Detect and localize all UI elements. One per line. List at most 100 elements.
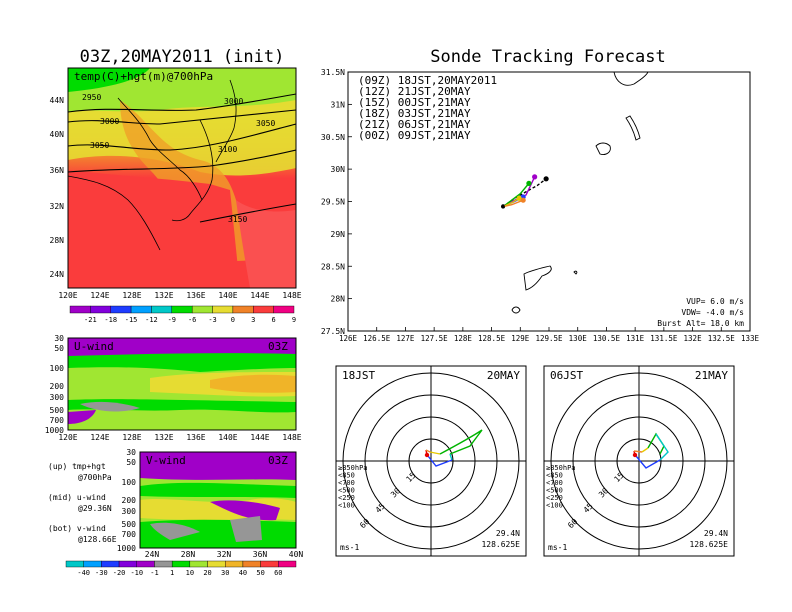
hodograph-level-label: <500 xyxy=(338,487,355,495)
track-legend: (09Z) 18JST,20MAY2011(12Z) 21JST,20MAY(1… xyxy=(358,74,497,142)
hodograph-surface-point xyxy=(424,452,430,458)
note-up-level: @700hPa xyxy=(78,473,112,482)
hodograph-plot xyxy=(544,366,734,556)
v-pressure-label: 500 xyxy=(122,520,137,529)
hodograph-trace xyxy=(633,450,643,453)
track-line xyxy=(502,178,547,208)
burst-alt-param: Burst Alt= 18.0 km xyxy=(657,319,744,328)
contour-label: 3050 xyxy=(90,141,109,150)
hodograph-units: ms-1 xyxy=(340,543,359,552)
wind-colorbar-swatch xyxy=(154,560,173,568)
note-bot-level: @128.66E xyxy=(78,535,117,544)
colorbar-swatch xyxy=(90,305,111,314)
map-lon-label: 132E xyxy=(154,291,173,300)
v-wind-time: 03Z xyxy=(268,454,288,467)
wind-colorbar-label: -20 xyxy=(113,569,126,577)
u-pressure-label: 1000 xyxy=(45,426,64,435)
track-lat-label: 28.5N xyxy=(321,262,345,271)
panel-notes: (up) tmp+hgt @700hPa (mid) u-wind @29.36… xyxy=(48,462,117,544)
u-wind-lon-labels: 120E 124E 128E 132E 136E 140E 144E 148E xyxy=(58,433,301,442)
colorbar-swatch xyxy=(130,305,152,314)
track-endpoint xyxy=(526,180,532,186)
track-lon-label: 132E xyxy=(684,334,703,343)
hodograph-level-label: <250 xyxy=(338,494,355,502)
hodograph-lon: 128.625E xyxy=(481,540,520,549)
v-pressure-label: 700 xyxy=(122,530,137,539)
wind-colorbar-swatch xyxy=(171,560,191,568)
track-lat-label: 30N xyxy=(331,165,346,174)
u-lon-label: 144E xyxy=(250,433,269,442)
track-endpoint xyxy=(520,197,526,203)
u-pressure-label: 500 xyxy=(50,406,65,415)
u-wind-time: 03Z xyxy=(268,340,288,353)
colorbar-swatch xyxy=(171,305,193,314)
wind-colorbar-label: -1 xyxy=(150,569,158,577)
track-lon-label: 129.5E xyxy=(535,334,563,343)
hodograph-level-label: <700 xyxy=(546,479,563,487)
v-lat-label: 28N xyxy=(181,550,196,559)
colorbar-swatch xyxy=(273,305,295,314)
hodograph-time: 18JST xyxy=(342,369,375,382)
wind-colorbar-label: 1 xyxy=(170,569,174,577)
colorbar-swatch xyxy=(110,305,132,314)
colorbar-label: -12 xyxy=(145,316,158,324)
wind-colorbar-swatch xyxy=(278,560,297,568)
hodograph-time: 06JST xyxy=(550,369,583,382)
colorbar-swatch xyxy=(191,305,213,314)
u-pressure-label: 300 xyxy=(50,393,65,402)
contour-label: 3000 xyxy=(100,117,119,126)
wind-colorbar-swatch xyxy=(83,560,102,568)
temperature-map-panel: temp(C)+hgt(m)@700hPa 2950 3000 3000 305… xyxy=(50,67,302,300)
wind-colorbar-label: 50 xyxy=(256,569,264,577)
map-lat-labels: 44N 40N 36N 32N 28N 24N xyxy=(50,96,65,279)
map-lon-label: 128E xyxy=(122,291,141,300)
colorbar-label: -18 xyxy=(104,316,117,324)
track-lat-labels: 31.5N 31N 30.5N 30N 29.5N 29N 28.5N 28N 27.5N xyxy=(321,68,352,336)
v-pressure-label: 300 xyxy=(122,507,137,516)
wind-colorbar-label: 20 xyxy=(203,569,211,577)
track-lon-label: 131.5E xyxy=(650,334,678,343)
colorbar-label: -3 xyxy=(208,316,216,324)
v-lat-label: 36N xyxy=(253,550,268,559)
left-title: 03Z,20MAY2011 (init) xyxy=(80,47,285,67)
map-lat-label: 28N xyxy=(50,236,65,245)
hodograph-level-label: ≥850hPa xyxy=(546,464,576,472)
hodograph-trace xyxy=(425,449,431,453)
track-legend-entry: (12Z) 21JST,20MAY xyxy=(358,85,471,98)
track-lon-label: 132.5E xyxy=(708,334,736,343)
contour-label: 3050 xyxy=(256,119,275,128)
track-legend-entry: (18Z) 03JST,21MAY xyxy=(358,107,471,120)
wind-colorbar-label: -40 xyxy=(77,569,90,577)
colorbar-swatch xyxy=(151,305,173,314)
u-lon-label: 120E xyxy=(58,433,77,442)
note-mid-level: @29.36N xyxy=(78,504,112,513)
track-series xyxy=(501,174,549,209)
map-lat-label: 32N xyxy=(50,202,65,211)
map-lon-label: 136E xyxy=(186,291,205,300)
colorbar-label: 6 xyxy=(272,316,276,324)
track-lon-label: 130E xyxy=(569,334,588,343)
map-lat-label: 40N xyxy=(50,130,65,139)
hodograph-trace xyxy=(655,433,669,461)
hodograph-trace xyxy=(439,429,483,455)
hodograph-trace xyxy=(429,451,441,455)
wind-colorbar-label: 10 xyxy=(186,569,194,577)
vdw-param: VDW= -4.0 m/s xyxy=(681,308,744,317)
right-title: Sonde Tracking Forecast xyxy=(430,47,665,67)
u-lon-label: 124E xyxy=(90,433,109,442)
track-lon-labels: 126E 126.5E 127E 127.5E 128E 128.5E 129E 129.5E… xyxy=(339,327,760,343)
u-pressure-label: 100 xyxy=(50,364,65,373)
hodograph-lat: 29.4N xyxy=(704,529,728,538)
u-pressure-label: 700 xyxy=(50,416,65,425)
wind-colorbar-swatch xyxy=(242,560,261,568)
track-line xyxy=(502,199,524,208)
map-lon-label: 120E xyxy=(58,291,77,300)
v-pressure-label: 1000 xyxy=(117,544,136,553)
hodograph-lon: 128.625E xyxy=(689,540,728,549)
v-lat-label: 40N xyxy=(289,550,304,559)
